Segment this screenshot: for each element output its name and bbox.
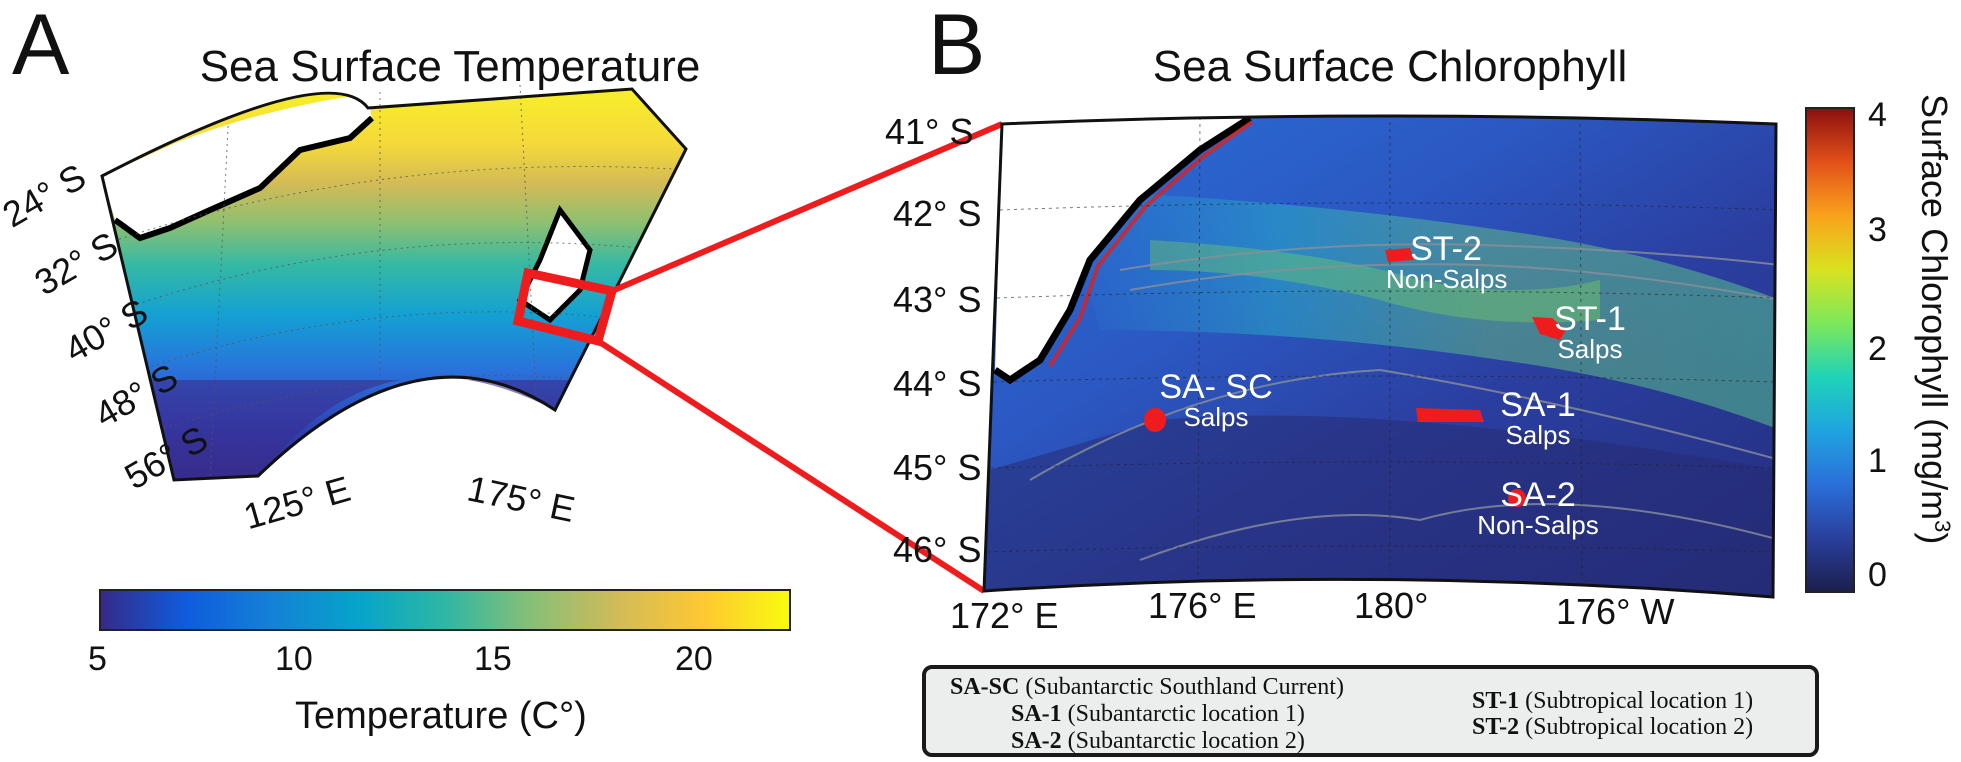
chl-tick-1: 1 — [1868, 442, 1887, 480]
site-code-sa-2: SA-2 — [1500, 476, 1576, 514]
legend-code-st-1: ST-1 — [1472, 688, 1520, 714]
sst-tick-3: 20 — [675, 640, 713, 678]
legend-desc-sa-1: (Subantarctic location 1) — [1067, 701, 1305, 727]
site-label-st-1: ST-1 Salps — [1530, 302, 1650, 362]
site-marker-sa-sc — [1144, 408, 1166, 432]
chl-tick-4: 4 — [1868, 96, 1887, 134]
lat-label-b-5: 46° S — [893, 529, 982, 570]
chl-tick-2: 2 — [1868, 330, 1887, 368]
site-code-st-1: ST-1 — [1554, 300, 1626, 338]
legend-item-sa-2: SA-2 (Subantarctic location 2) — [1011, 729, 1305, 753]
panel-a-title: Sea Surface Temperature — [199, 42, 701, 91]
australia-coastline — [113, 115, 375, 242]
site-marker-st-2 — [1385, 248, 1414, 262]
lon-label-b-0: 172° E — [950, 595, 1059, 636]
site-code-st-2: ST-2 — [1410, 230, 1482, 268]
lat-label-b-0: 41° S — [885, 111, 974, 152]
legend-desc-st-2: (Subtropical location 2) — [1525, 714, 1754, 740]
sst-colorbar — [99, 589, 791, 631]
legend-code-sa-sc: SA-SC — [950, 674, 1020, 700]
new-zealand-land — [516, 204, 593, 324]
lat-label-b-2: 43° S — [893, 279, 982, 320]
site-sub-st-1: Salps — [1557, 334, 1623, 364]
legend-item-sa-sc: SA-SC (Subantarctic Southland Current) — [950, 675, 1344, 699]
legend-code-st-2: ST-2 — [1472, 714, 1520, 740]
panel-letter-b: B — [928, 0, 986, 93]
site-sub-st-2: Non-Salps — [1386, 264, 1508, 294]
chl-tick-3: 3 — [1868, 211, 1887, 249]
lon-label-b-2: 180° — [1354, 585, 1429, 626]
site-code-sa-sc: SA- SC — [1159, 368, 1273, 406]
chl-label-sup: 3 — [1930, 520, 1955, 533]
panel-letter-a: A — [12, 0, 70, 93]
legend-item-st-2: ST-2 (Subtropical location 2) — [1472, 715, 1753, 739]
chlorophyll-map — [982, 114, 1778, 599]
legend-desc-sa-2: (Subantarctic location 2) — [1067, 728, 1305, 754]
legend-code-sa-1: SA-1 — [1011, 701, 1062, 727]
legend-item-sa-1: SA-1 (Subantarctic location 1) — [1011, 702, 1305, 726]
site-label-sa-1: SA-1 Salps — [1488, 388, 1588, 448]
site-marker-sa-2 — [1508, 489, 1526, 507]
lat-label-b-4: 45° S — [893, 447, 982, 488]
lat-label-b-1: 42° S — [893, 193, 982, 234]
sst-tick-1: 10 — [275, 640, 313, 678]
sst-tick-2: 15 — [474, 640, 512, 678]
south-island-land — [995, 116, 1250, 380]
panel-b-title: Sea Surface Chlorophyll — [1152, 42, 1628, 91]
legend-desc-st-1: (Subtropical location 1) — [1525, 688, 1754, 714]
chl-label-close: ) — [1914, 532, 1955, 545]
chl-label-text: Surface Chlorophyll (mg/m — [1914, 94, 1955, 521]
legend-desc-sa-sc: (Subantarctic Southland Current) — [1025, 674, 1344, 700]
lat-label-b-3: 44° S — [893, 363, 982, 404]
lon-label-b-3: 176° W — [1556, 591, 1675, 632]
site-sub-sa-2: Non-Salps — [1477, 510, 1599, 540]
sst-colorbar-label: Temperature (C°) — [295, 695, 587, 737]
site-code-sa-1: SA-1 — [1500, 386, 1576, 424]
zoom-connector-bottom — [596, 338, 986, 594]
legend-code-sa-2: SA-2 — [1011, 728, 1062, 754]
site-marker-sa-1 — [1416, 408, 1484, 422]
chlorophyll-colorbar-label: Surface Chlorophyll (mg/m3) — [1914, 94, 1955, 545]
site-legend: SA-SC (Subantarctic Southland Current) S… — [922, 665, 1819, 757]
chl-tick-0: 0 — [1868, 556, 1887, 594]
site-label-sa-2: SA-2 Non-Salps — [1468, 478, 1608, 538]
zoom-connector-top — [610, 121, 1004, 294]
sst-tick-0: 5 — [88, 640, 107, 678]
lon-label-b-1: 176° E — [1148, 585, 1257, 626]
site-sub-sa-sc: Salps — [1183, 402, 1249, 432]
legend-item-st-1: ST-1 (Subtropical location 1) — [1472, 689, 1753, 713]
site-sub-sa-1: Salps — [1505, 420, 1571, 450]
site-marker-st-1 — [1532, 317, 1566, 340]
site-label-sa-sc: SA- SC Salps — [1146, 370, 1286, 430]
south-island-coastline — [993, 116, 1252, 385]
chlorophyll-colorbar — [1805, 107, 1855, 593]
site-label-st-2: ST-2 Non-Salps — [1386, 230, 1508, 294]
